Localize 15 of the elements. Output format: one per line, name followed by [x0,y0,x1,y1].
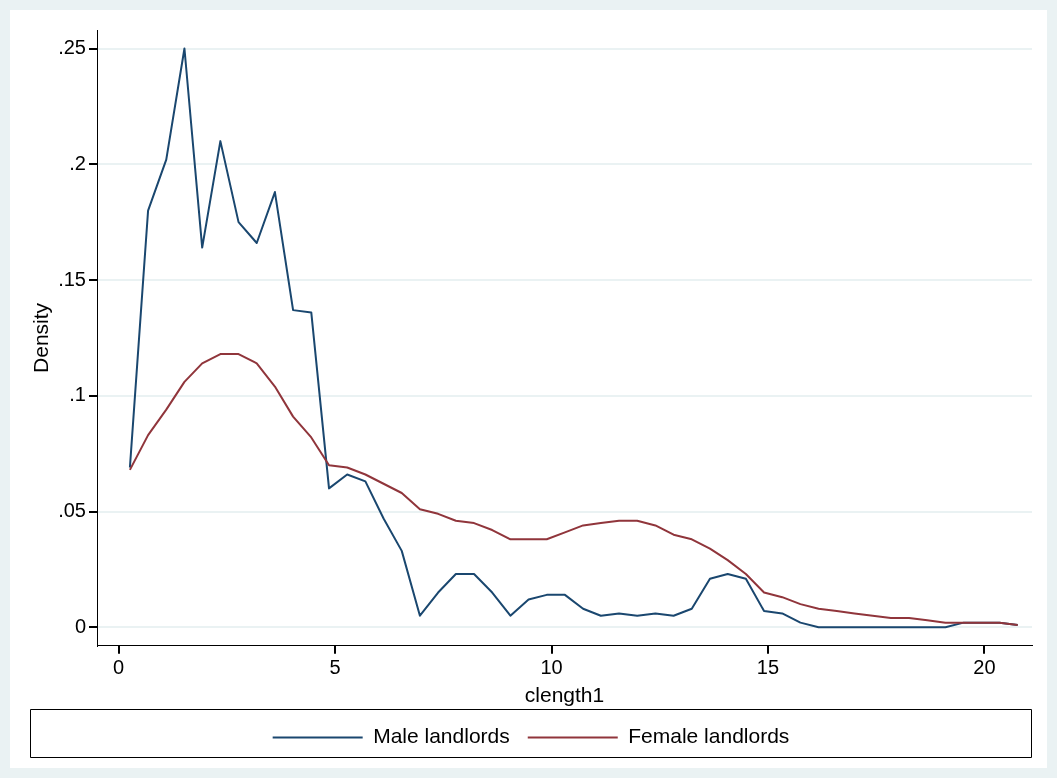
y-tick-label: .15 [58,267,86,290]
y-tick-label: .2 [69,151,86,174]
y-tick-label: .1 [69,383,86,406]
legend-label: Male landlords [373,724,510,748]
x-tick-label: 20 [973,656,996,679]
x-tick-label: 0 [113,656,125,679]
y-tick-label: .25 [58,36,86,59]
x-tick-label: 10 [540,656,563,679]
y-tick-label: .05 [58,499,86,522]
x-tick-label: 5 [329,656,341,679]
legend-label: Female landlords [628,724,790,748]
y-axis-title: Density [29,302,53,373]
x-tick-label: 15 [756,656,780,679]
y-tick-label: 0 [74,614,86,637]
x-axis-title: clength1 [524,683,605,707]
